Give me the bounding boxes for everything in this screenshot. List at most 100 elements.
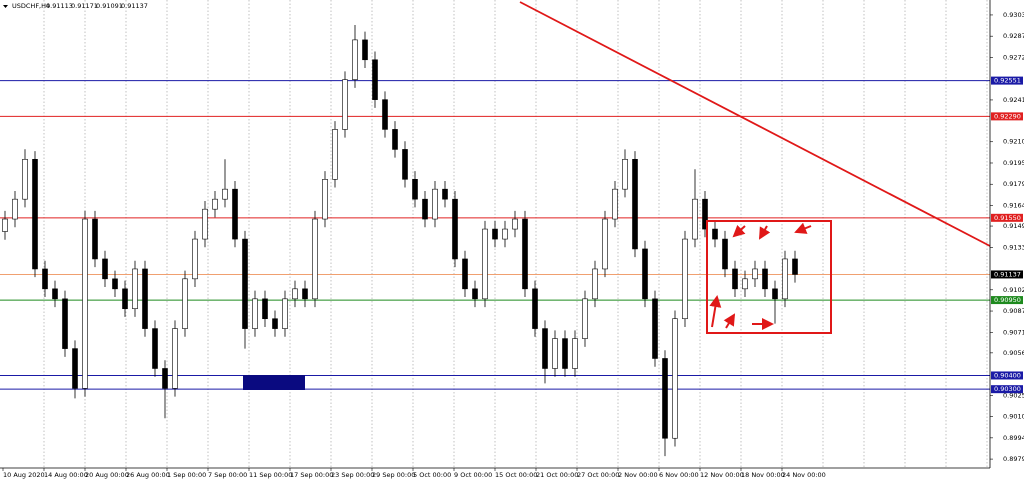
level-label: 0.91550 [994, 214, 1021, 222]
candle-body [742, 278, 748, 290]
x-tick-label: 20 Aug 00:00 [85, 471, 129, 479]
candle-body [322, 179, 328, 220]
candle-body [522, 218, 528, 290]
highlight-box [706, 220, 832, 334]
y-tick-label: 0.89945 [1003, 434, 1024, 442]
arrow [758, 225, 771, 240]
candle-body [72, 348, 78, 389]
candle-body [262, 298, 268, 320]
level-label-box [991, 296, 1023, 305]
level-label-box [991, 371, 1023, 380]
candle-body [132, 268, 138, 310]
candle-body [102, 258, 108, 280]
candle-body [192, 238, 198, 280]
x-tick-label: 18 Nov 00:00 [741, 471, 785, 479]
candle-body [142, 268, 148, 329]
candle-body [182, 278, 188, 329]
candle-body [642, 248, 648, 300]
candle-body [202, 208, 208, 240]
candle-body [22, 158, 28, 200]
candle-body [792, 258, 798, 275]
candle-body [722, 238, 728, 270]
header-value: 0.91171 [71, 2, 98, 10]
level-label-box [991, 213, 1023, 222]
x-tick-label: 27 Oct 00:00 [577, 471, 619, 479]
y-tick-label: 0.91795 [1003, 180, 1024, 188]
candle-body [532, 288, 538, 329]
candle-body [112, 278, 118, 290]
candle-body [352, 39, 358, 80]
level-label-box [991, 76, 1023, 85]
candle-body [162, 368, 168, 389]
x-tick-label: 23 Sep 00:00 [331, 471, 374, 479]
level-label: 0.91137 [994, 270, 1021, 278]
candle-body [582, 298, 588, 339]
y-tick-label: 0.90565 [1003, 349, 1024, 357]
candle-body [32, 158, 38, 270]
x-tick-label: 15 Oct 00:00 [495, 471, 537, 479]
candle-body [752, 268, 758, 280]
candle-body [62, 298, 68, 349]
x-tick-label: 5 Oct 00:00 [413, 471, 451, 479]
level-label: 0.90400 [994, 371, 1021, 379]
symbol-label: USDCHF,H4 [12, 2, 50, 10]
trend-line [519, 1, 991, 247]
x-tick-label: 21 Oct 00:00 [536, 471, 578, 479]
candle-body [392, 129, 398, 150]
candle-body [432, 188, 438, 220]
candle-body [82, 218, 88, 389]
candle-body [572, 338, 578, 369]
candle-body [702, 198, 708, 230]
level-label: 0.90300 [994, 385, 1021, 393]
y-tick-label: 0.90715 [1003, 328, 1024, 336]
zone-rectangle [243, 375, 305, 390]
candle-layer [2, 24, 798, 457]
level-label: 0.92551 [994, 77, 1021, 85]
x-tick-label: 11 Sep 00:00 [249, 471, 292, 479]
candle-body [482, 228, 488, 300]
arrow [709, 295, 722, 328]
candle-body [42, 268, 48, 290]
candle-body [442, 188, 448, 200]
arrows [709, 222, 812, 330]
candle-body [732, 268, 738, 290]
candle-body [292, 288, 298, 300]
candle-body [562, 338, 568, 369]
x-tick-label: 14 Aug 00:00 [44, 471, 88, 479]
candle-body [92, 218, 98, 260]
y-tick-label: 0.89790 [1003, 455, 1024, 463]
x-tick-label: 9 Oct 00:00 [454, 471, 492, 479]
candle-body [612, 188, 618, 220]
candle-body [652, 298, 658, 359]
candle-body [122, 288, 128, 310]
level-label: 0.90950 [994, 296, 1021, 304]
x-tick-label: 2 Nov 00:00 [618, 471, 658, 479]
arrow [723, 313, 736, 329]
candle-body [372, 59, 378, 100]
candle-body [452, 198, 458, 260]
x-tick-label: 17 Sep 00:00 [290, 471, 333, 479]
candle-body [12, 198, 18, 220]
x-tick-label: 29 Sep 00:00 [372, 471, 415, 479]
candle-body [312, 218, 318, 300]
header-value: 0.91113 [46, 2, 73, 10]
candle-body [412, 179, 418, 200]
level-label-box [991, 385, 1023, 394]
candle-body [662, 358, 668, 439]
arrow [794, 222, 812, 234]
x-tick-label: 12 Nov 00:00 [700, 471, 744, 479]
candle-body [552, 338, 558, 369]
x-tick-label: 24 Nov 00:00 [782, 471, 826, 479]
x-tick-label: 6 Nov 00:00 [659, 471, 699, 479]
candle-body [332, 129, 338, 180]
level-label-box [991, 270, 1023, 279]
candle-body [342, 79, 348, 130]
candle-body [2, 218, 8, 232]
level-label-box [991, 112, 1023, 121]
